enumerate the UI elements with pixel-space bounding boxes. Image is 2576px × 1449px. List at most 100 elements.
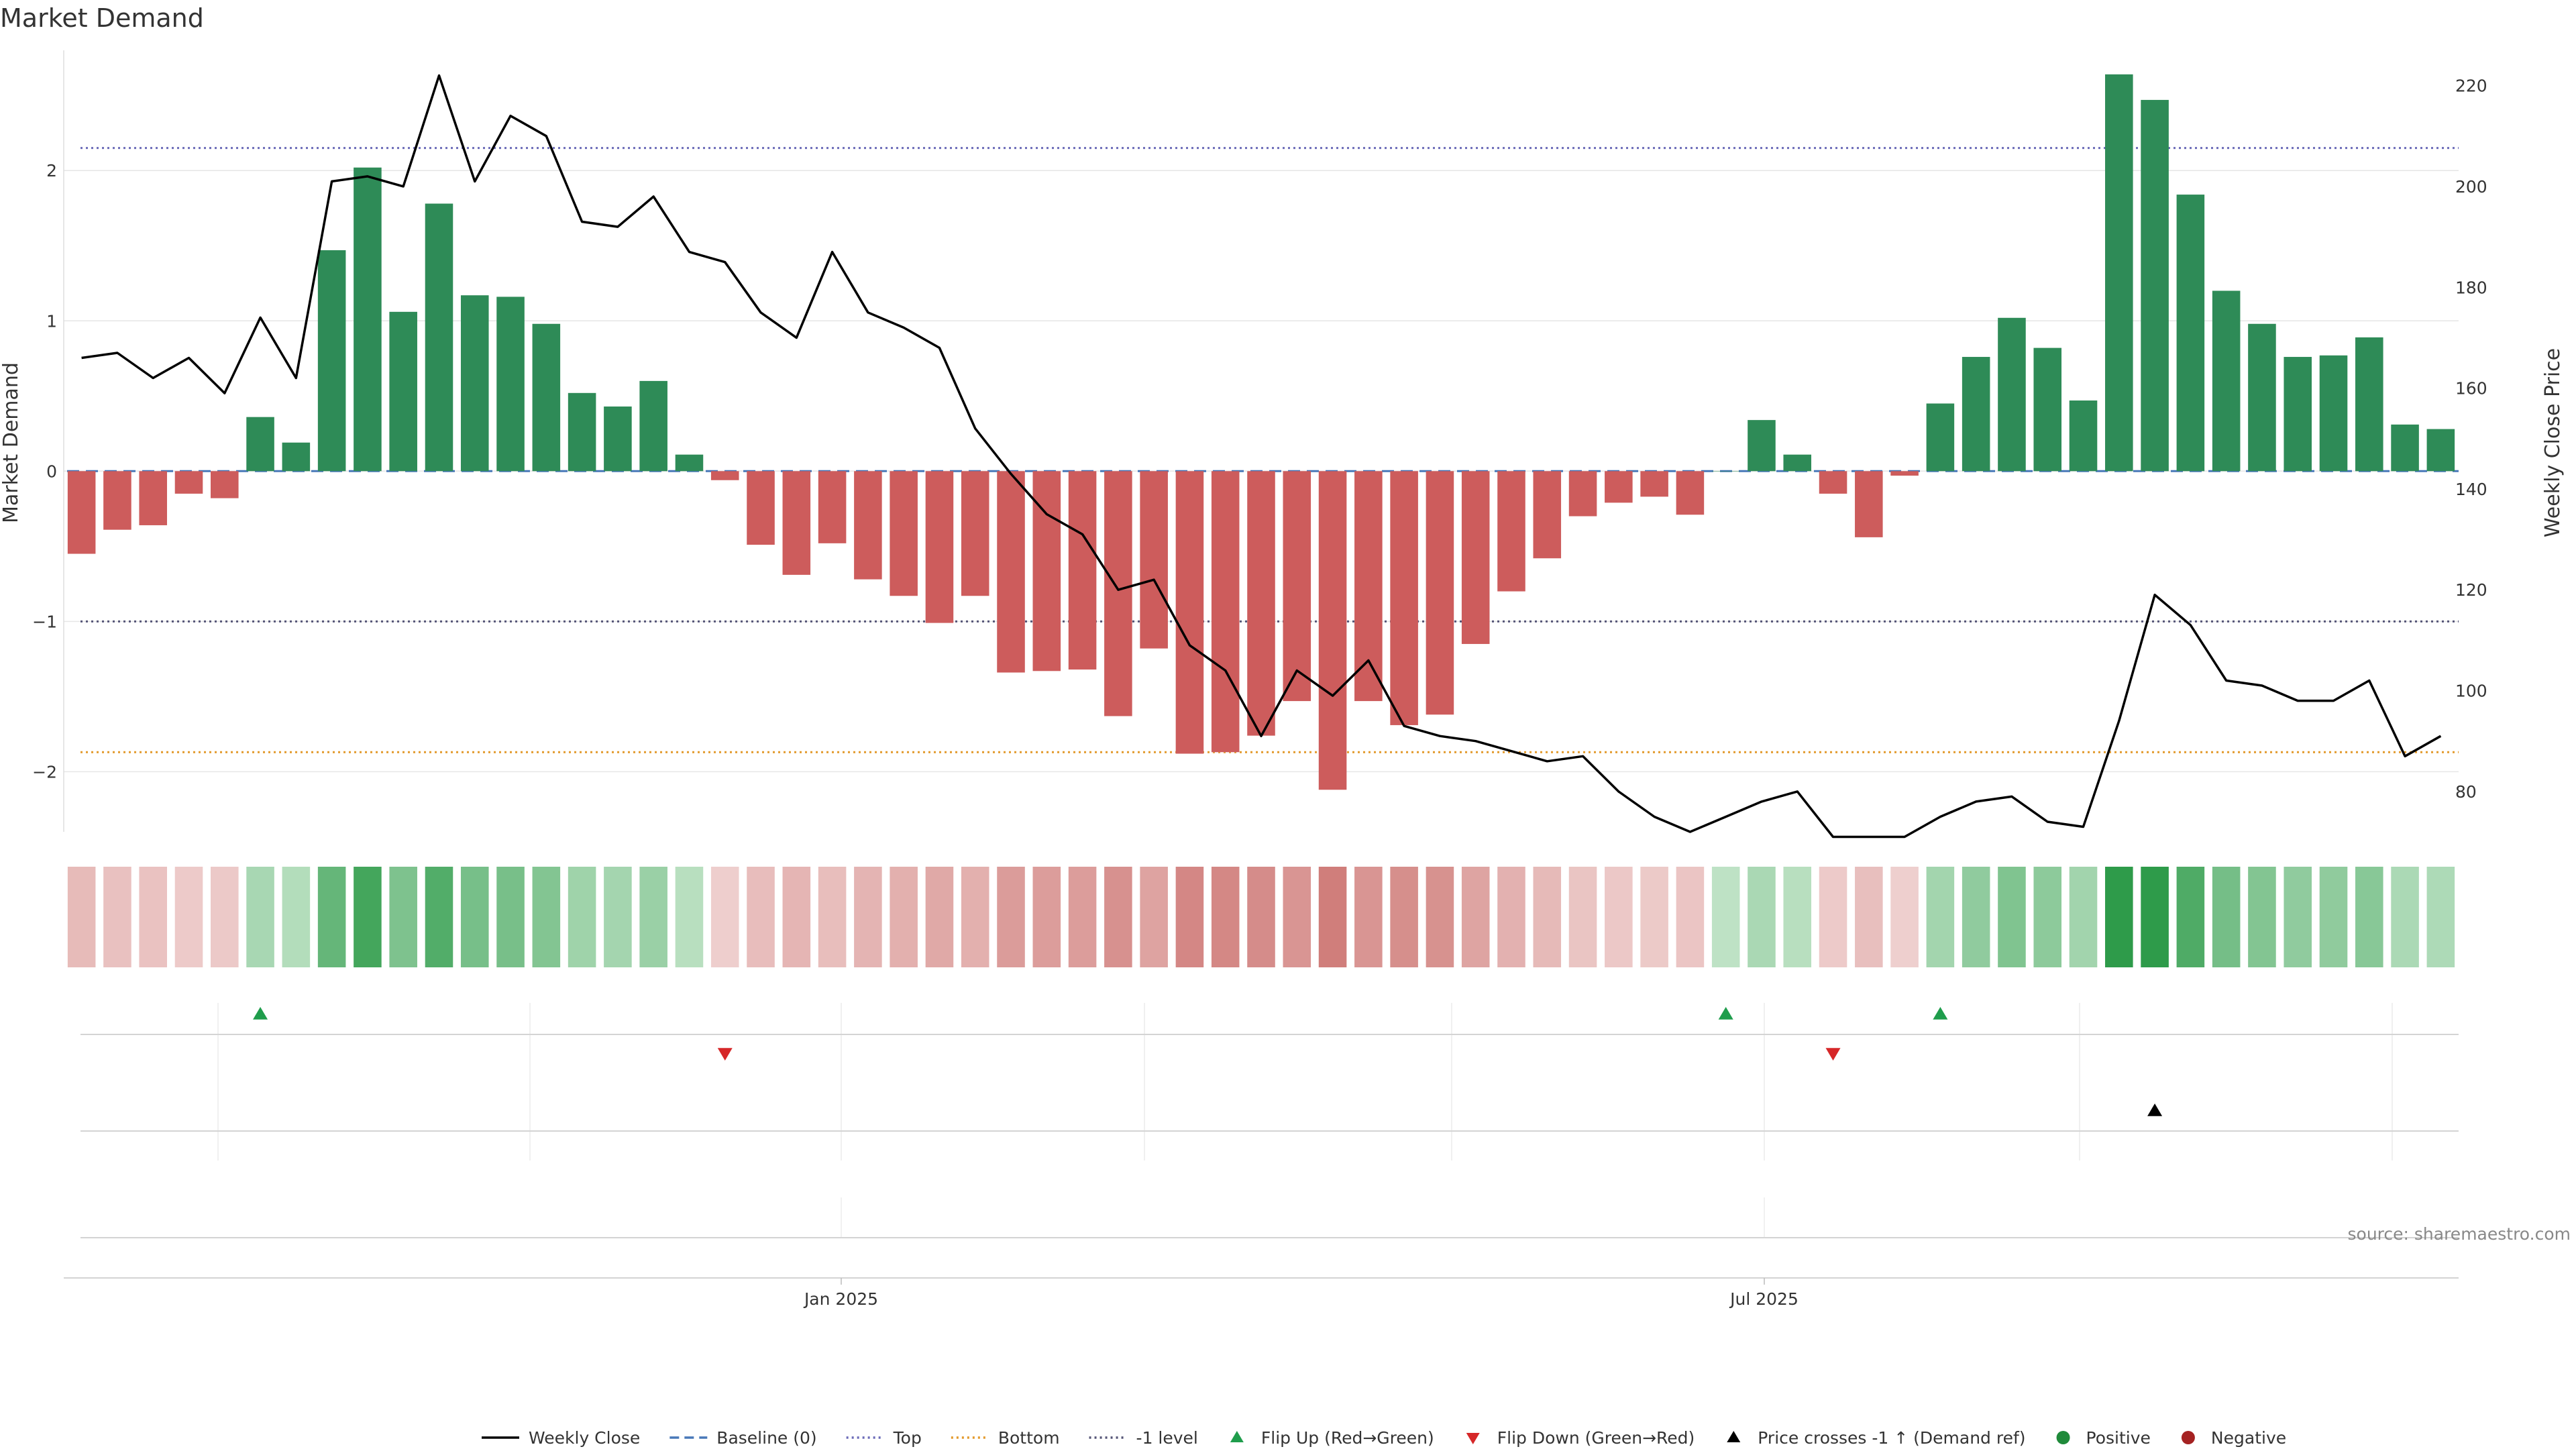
demand-bar: [2248, 323, 2276, 472]
legend-label: Bottom: [998, 1428, 1060, 1448]
demand-bar: [925, 471, 954, 623]
event-marker-rows: [80, 1003, 2459, 1238]
legend-label: Positive: [2086, 1428, 2151, 1448]
heat-cell: [1926, 867, 1955, 967]
y-axis-right-label: Weekly Close Price: [2541, 348, 2565, 537]
legend-swatch: [2056, 1431, 2070, 1444]
heat-cell: [1783, 867, 1812, 967]
legend-label: -1 level: [1136, 1428, 1198, 1448]
heat-cell: [1855, 867, 1883, 967]
legend-label: Flip Down (Green→Red): [1497, 1428, 1695, 1448]
flip-up-marker: [253, 1007, 268, 1020]
legend-item: Bottom: [951, 1428, 1060, 1448]
legend-item: Negative: [2181, 1428, 2286, 1448]
y-right-tick-label: 120: [2455, 580, 2487, 600]
y-right-tick-label: 160: [2455, 379, 2487, 398]
demand-bar: [1247, 471, 1275, 736]
demand-bar: [1640, 471, 1668, 497]
demand-bar: [1354, 471, 1383, 702]
heat-cell: [1962, 867, 1990, 967]
y-left-tick-label: 2: [46, 161, 57, 180]
demand-bar: [317, 250, 346, 472]
legend-item: -1 level: [1089, 1428, 1198, 1448]
demand-bar: [2141, 99, 2169, 472]
heat-cell: [1568, 867, 1597, 967]
heat-cell: [2391, 867, 2419, 967]
heat-cell: [1640, 867, 1668, 967]
legend-swatch: [1230, 1431, 1244, 1442]
heat-cell: [1890, 867, 1919, 967]
heat-cell: [354, 867, 382, 967]
y-right-tick-label: 100: [2455, 682, 2487, 701]
demand-bar: [1676, 471, 1705, 515]
demand-bar: [1175, 471, 1204, 754]
heat-cell: [496, 867, 525, 967]
heat-cell: [1318, 867, 1347, 967]
heat-cell: [2319, 867, 2348, 967]
flip-down-marker: [1825, 1048, 1841, 1061]
legend-item: Baseline (0): [669, 1428, 817, 1448]
weekly-close-polyline: [81, 74, 2442, 839]
demand-bar: [496, 297, 525, 472]
demand-bar: [174, 471, 203, 494]
heat-cell: [1354, 867, 1383, 967]
heat-cell: [1998, 867, 2026, 967]
heat-cell: [2212, 867, 2241, 967]
demand-bar: [747, 471, 775, 545]
demand-bar: [2033, 347, 2062, 472]
demand-bar: [1318, 471, 1347, 790]
legend-item: Flip Down (Green→Red): [1466, 1428, 1695, 1448]
heat-cell: [2284, 867, 2312, 967]
heat-cell: [174, 867, 203, 967]
heat-cell: [1247, 867, 1275, 967]
weekly-close-line: [81, 74, 2442, 839]
heat-cell: [210, 867, 239, 967]
demand-bar: [1140, 471, 1168, 649]
source-note: source: sharemaestro.com: [2348, 1224, 2571, 1244]
heat-cell: [1390, 867, 1418, 967]
heat-cell: [2033, 867, 2062, 967]
heat-cell: [2426, 867, 2455, 967]
demand-bar: [1533, 471, 1562, 559]
legend-item: Flip Up (Red→Green): [1230, 1428, 1434, 1448]
demand-bar: [1783, 454, 1812, 472]
flip-up-marker: [1718, 1007, 1733, 1020]
heat-cell: [103, 867, 131, 967]
heat-cell: [782, 867, 811, 967]
demand-bar: [1068, 471, 1097, 670]
legend-item: Top: [846, 1428, 922, 1448]
heat-cell: [1283, 867, 1311, 967]
demand-bar: [2319, 355, 2348, 472]
x-axis: Jan 2025 Jul 2025: [64, 1277, 2459, 1309]
heat-cell: [997, 867, 1025, 967]
demand-bar: [568, 392, 596, 472]
y-right-tick-label: 140: [2455, 480, 2487, 499]
heat-cell: [67, 867, 96, 967]
demand-bar: [2391, 424, 2419, 472]
heat-cell: [2248, 867, 2276, 967]
demand-bar: [1461, 471, 1490, 644]
heat-cell: [854, 867, 882, 967]
y-right-tick-label: 180: [2455, 278, 2487, 297]
heat-cell: [710, 867, 739, 967]
flip-up-marker: [1933, 1007, 1948, 1020]
legend: Weekly Close Baseline (0) Top Bottom -1 leve…: [482, 1428, 2286, 1448]
demand-bar: [1819, 471, 1847, 494]
y-right-tick-label: 80: [2455, 782, 2477, 802]
legend-item: Price crosses -1 ↑ (Demand ref): [1727, 1428, 2026, 1448]
heat-cell: [1748, 867, 1776, 967]
demand-bar: [139, 471, 167, 525]
demand-bar: [1497, 471, 1525, 592]
demand-bar: [710, 471, 739, 480]
demand-bar: [1711, 471, 1740, 472]
demand-bar: [1283, 471, 1311, 702]
demand-bars: [67, 74, 2455, 790]
heat-cell: [1819, 867, 1847, 967]
heat-cell: [1068, 867, 1097, 967]
price-cross-marker: [2147, 1104, 2163, 1116]
legend-label: Price crosses -1 ↑ (Demand ref): [1758, 1428, 2025, 1448]
heat-cell: [282, 867, 311, 967]
legend-label: Flip Up (Red→Green): [1261, 1428, 1434, 1448]
heat-cell: [1676, 867, 1705, 967]
